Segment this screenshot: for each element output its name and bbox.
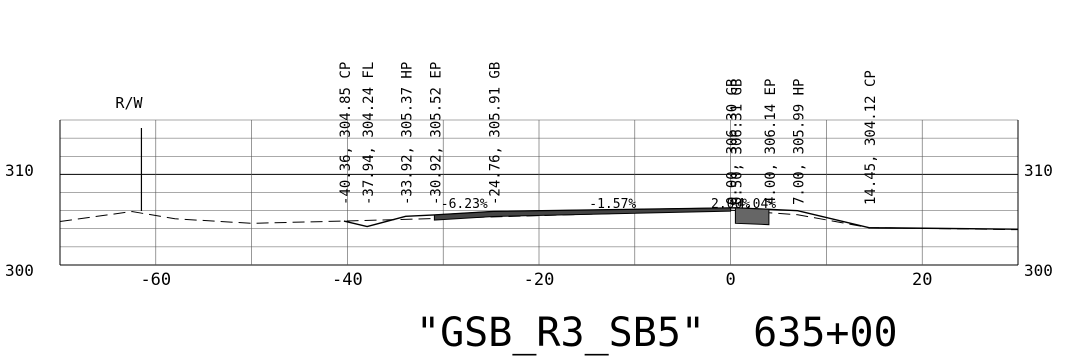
point-label: -37.94, 304.24 FL [361, 62, 377, 205]
elevation-label-left-upper: 310 [5, 161, 34, 180]
slope-label: -6.23% [441, 197, 488, 212]
offset-tick-label: 0 [725, 270, 735, 290]
grid: -60 -40 -20 0 20 [59, 119, 1019, 290]
slope-label: 2.00% [711, 197, 750, 212]
offset-tick-label: -60 [140, 270, 171, 290]
point-label: -30.92, 305.52 EP [428, 62, 444, 205]
elevation-label-left-lower: 300 [5, 261, 34, 280]
offset-tick-label: -20 [524, 270, 555, 290]
point-label: -33.92, 305.37 HP [400, 62, 416, 205]
point-label: 7.00, 305.99 HP [792, 79, 808, 205]
point-label: 14.45, 304.12 CP [863, 70, 879, 205]
point-label: -24.76, 305.91 GB [487, 62, 503, 205]
point-label: 0.00, 306.30 GB [725, 79, 741, 205]
proposed-section [140, 128, 1019, 230]
slope-label: -4.04% [729, 197, 776, 212]
labels: R/W 310 300 310 300 "GSB_R3_SB5" 635+00 … [5, 62, 1053, 356]
elevation-label-right-upper: 310 [1024, 161, 1053, 180]
point-label: -40.36, 304.85 CP [338, 62, 354, 205]
section-title: "GSB_R3_SB5" 635+00 [416, 310, 898, 356]
elevation-label-right-lower: 300 [1024, 261, 1053, 280]
point-label: 0.50, 306.31 GB [729, 79, 745, 205]
right-of-way-label: R/W [115, 94, 143, 112]
point-label: 4.00, 306.14 EP [763, 79, 779, 205]
pavement-band [433, 207, 732, 221]
slope-label: -1.57% [589, 197, 636, 212]
offset-tick-label: 20 [912, 270, 932, 290]
offset-tick-label: -40 [332, 270, 363, 290]
curb-block [734, 207, 770, 226]
